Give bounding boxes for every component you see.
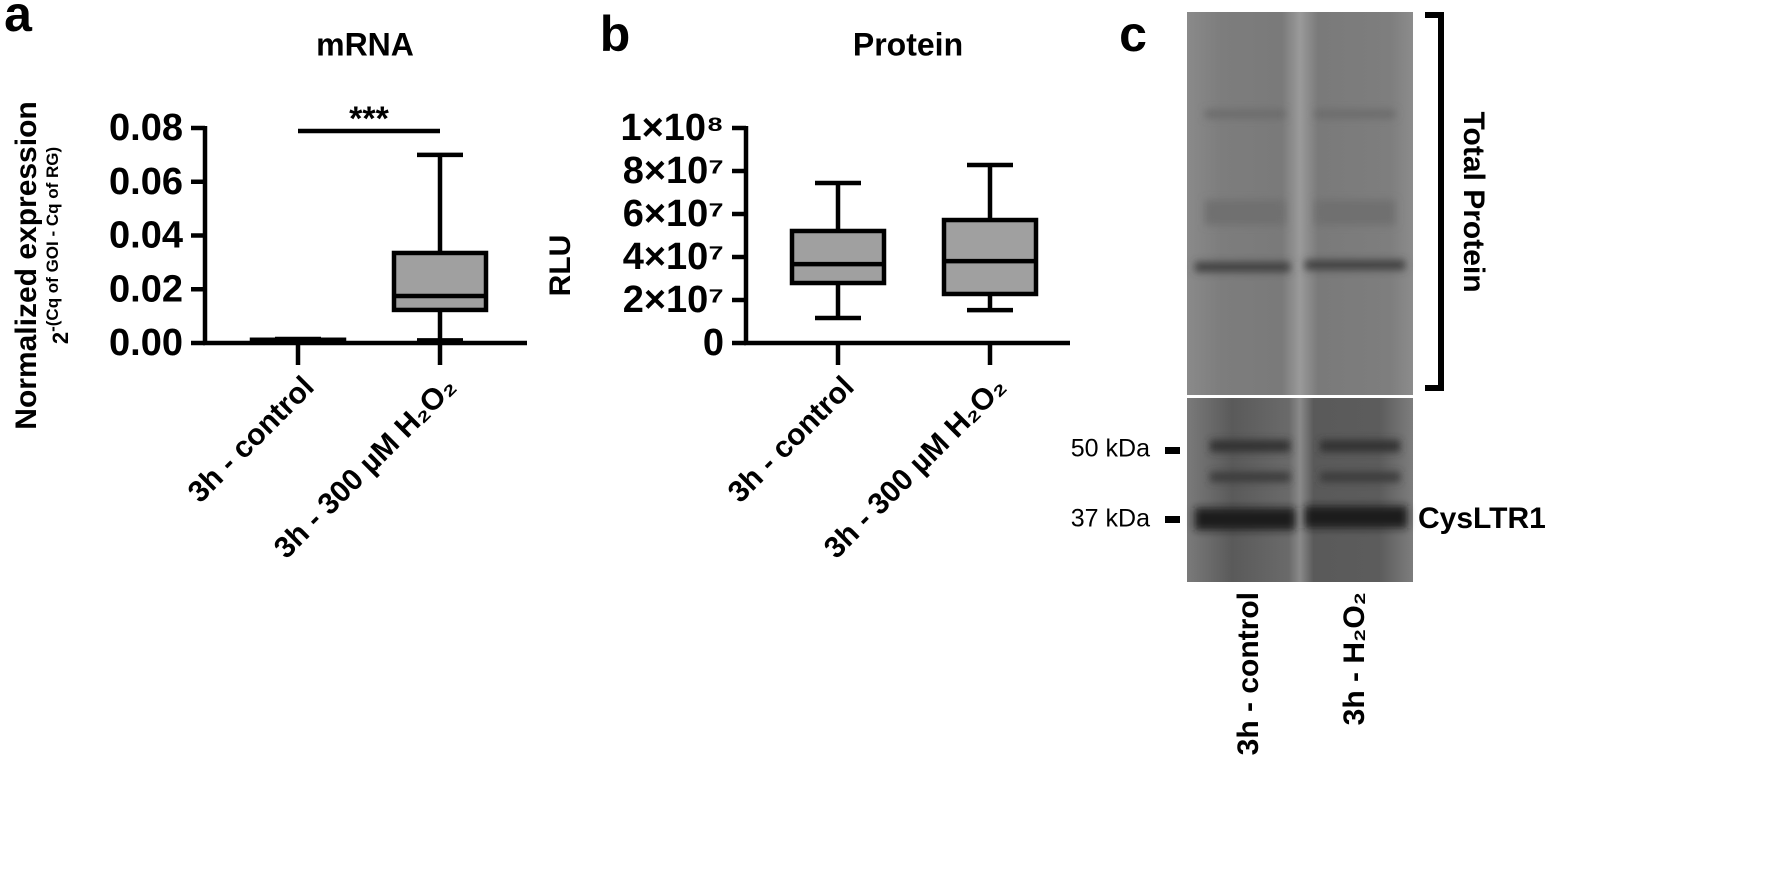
- y-tick-label: 2×10⁷: [623, 279, 724, 321]
- y-tick-label: 0.02: [109, 268, 183, 310]
- y-axis-label-formula: 2-(Cq of GOI - Cq of RG): [43, 147, 72, 344]
- western-blot: c Total Protein 50 kDa 37 kDa CysLTR1 3h…: [1071, 6, 1546, 755]
- x-tick-label: 3h - control: [182, 370, 321, 509]
- y-tick-label: 0.00: [109, 322, 183, 364]
- panel-letter: a: [4, 0, 33, 42]
- y-tick-label: 8×10⁷: [623, 150, 724, 192]
- band-label: CysLTR1: [1418, 502, 1546, 535]
- blot-bands: [1195, 110, 1405, 272]
- lane-label: 3h - control: [1232, 592, 1265, 755]
- panel-letter: c: [1119, 6, 1147, 62]
- bracket: [1425, 12, 1444, 391]
- blot-bottom: [1187, 398, 1413, 582]
- bracket-label: Total Protein: [1457, 111, 1490, 292]
- lane-label: 3h - H₂O₂: [1338, 592, 1371, 725]
- marker-tick: [1165, 447, 1180, 454]
- y-tick-label: 0.04: [109, 215, 183, 257]
- chart-title: Protein: [853, 26, 963, 62]
- formula-base: 2: [48, 332, 73, 344]
- y-tick-label: 6×10⁷: [623, 193, 724, 235]
- blot-bands-bottom: [1195, 440, 1407, 530]
- marker-tick: [1165, 516, 1180, 523]
- x-tick-label: 3h - control: [722, 370, 861, 509]
- box: [391, 250, 489, 313]
- formula-exponent: -(Cq of GOI - Cq of RG): [43, 147, 62, 332]
- box: [789, 228, 887, 286]
- y-tick-label: 0.08: [109, 107, 183, 149]
- y-tick-label: 0: [703, 322, 724, 364]
- significance-label: ***: [349, 100, 389, 138]
- panel-letter: b: [600, 6, 631, 62]
- y-axis-label: Normalized expression: [10, 101, 43, 429]
- marker-label: 50 kDa: [1071, 435, 1150, 463]
- y-tick-label: 4×10⁷: [623, 236, 724, 278]
- chart-title: mRNA: [316, 26, 414, 62]
- box: [941, 217, 1039, 297]
- marker-label: 37 kDa: [1071, 505, 1150, 533]
- y-axis-label: RLU: [544, 235, 577, 297]
- y-tick-label: 1×10⁸: [620, 107, 724, 149]
- y-tick-label: 0.06: [109, 161, 183, 203]
